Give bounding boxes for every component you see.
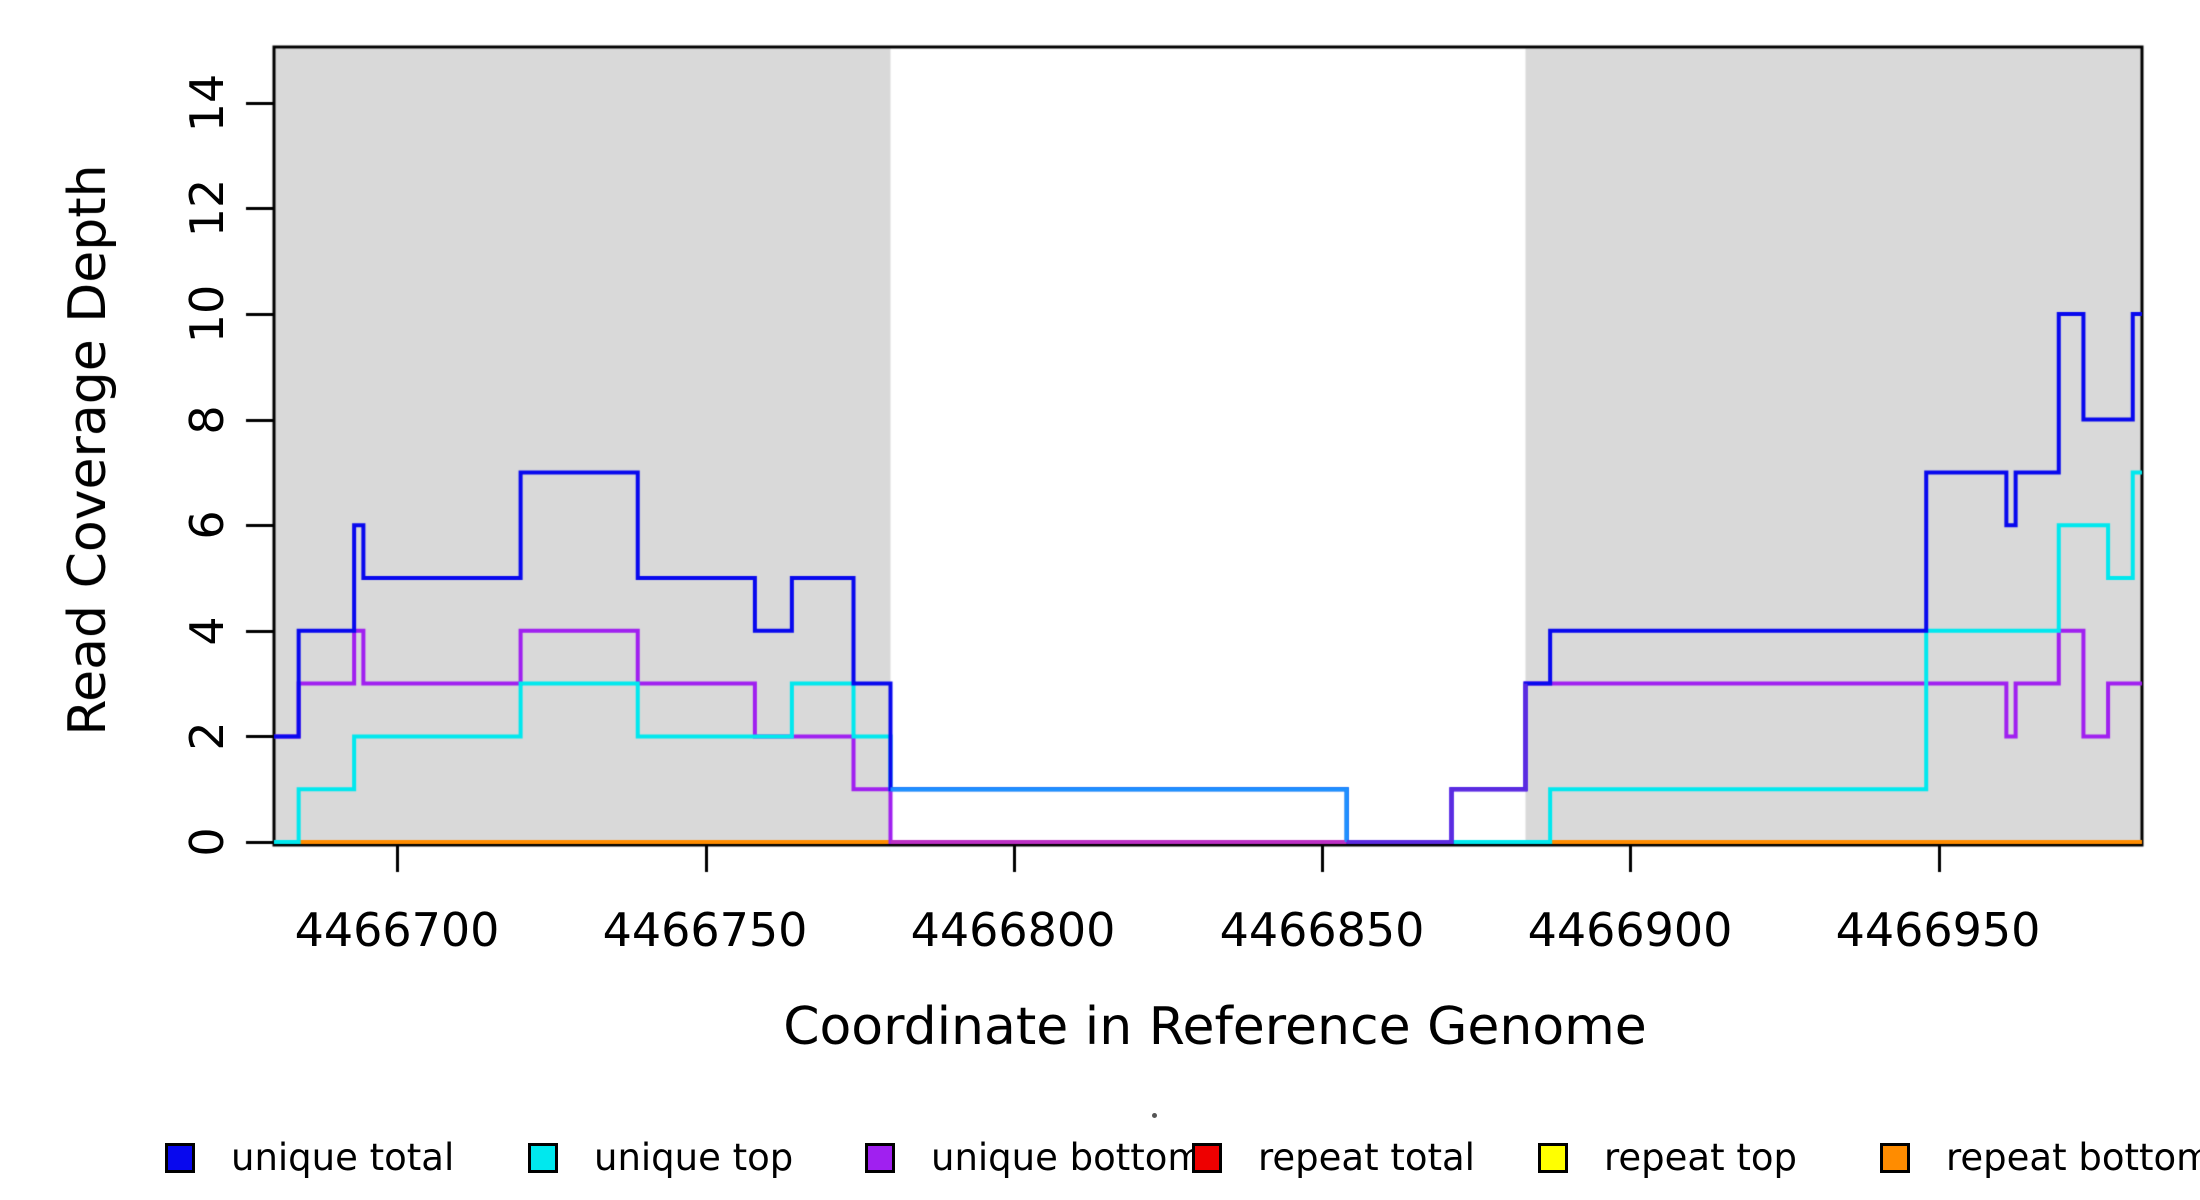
y-tick-label: 10 xyxy=(180,284,234,344)
legend-item: repeat bottom xyxy=(1880,1136,2200,1179)
legend-label: unique total xyxy=(231,1136,455,1179)
x-tick-label: 4466950 xyxy=(1835,903,2041,957)
x-tick-label: 4466700 xyxy=(294,903,500,957)
x-tick-label: 4466750 xyxy=(602,903,808,957)
y-axis-title: Read Coverage Depth xyxy=(58,164,118,736)
legend-item: repeat total xyxy=(1192,1136,1475,1179)
legend-swatch-unique-bottom xyxy=(865,1142,895,1173)
x-tick-label: 4466800 xyxy=(910,903,1116,957)
legend-swatch-repeat-bottom xyxy=(1880,1142,1910,1173)
x-axis-title: Coordinate in Reference Genome xyxy=(783,997,1647,1057)
y-tick-label: 0 xyxy=(180,827,234,857)
legend-item: unique total xyxy=(165,1136,454,1179)
y-tick-label: 8 xyxy=(180,405,234,435)
legend-item: repeat top xyxy=(1538,1136,1797,1179)
legend-item: unique bottom xyxy=(865,1136,1203,1179)
legend-label: repeat top xyxy=(1604,1136,1797,1179)
stray-dot-artifact xyxy=(1152,1113,1157,1118)
legend-swatch-unique-top xyxy=(528,1142,558,1173)
legend-label: repeat bottom xyxy=(1946,1136,2200,1179)
x-tick-label: 4466850 xyxy=(1219,903,1425,957)
y-tick-label: 14 xyxy=(180,73,234,133)
legend-swatch-repeat-total xyxy=(1192,1142,1222,1173)
y-tick-label: 4 xyxy=(180,616,234,646)
legend-label: unique top xyxy=(594,1136,794,1179)
legend-item: unique top xyxy=(528,1136,793,1179)
y-tick-label: 12 xyxy=(180,178,234,238)
legend-label: unique bottom xyxy=(931,1136,1204,1179)
y-tick-label: 2 xyxy=(180,721,234,751)
x-tick-label: 4466900 xyxy=(1527,903,1733,957)
y-tick-label: 6 xyxy=(180,510,234,540)
legend-swatch-unique-total xyxy=(165,1142,195,1173)
legend-label: repeat total xyxy=(1258,1136,1475,1179)
legend-swatch-repeat-top xyxy=(1538,1142,1568,1173)
